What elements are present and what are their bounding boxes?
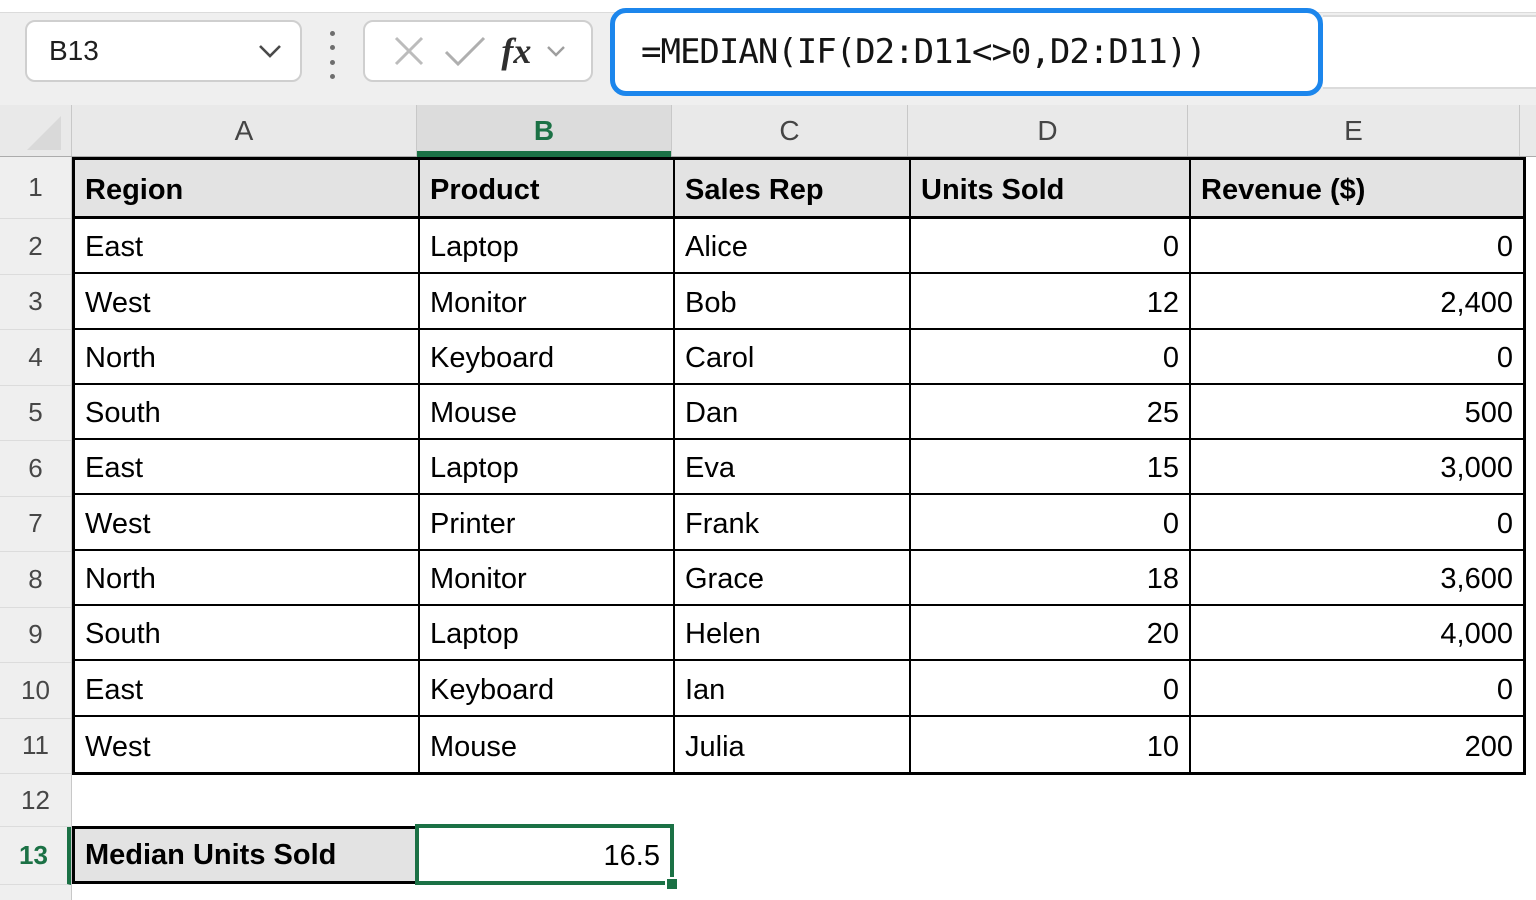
check-icon[interactable] (443, 34, 487, 68)
formula-action-group: fx (363, 20, 593, 82)
column-header-f-sliver[interactable] (1520, 105, 1536, 156)
cell-a7[interactable]: West (75, 495, 420, 551)
column-header-e[interactable]: E (1188, 105, 1520, 156)
column-header-d[interactable]: D (908, 105, 1188, 156)
row-header-5[interactable]: 5 (0, 386, 71, 441)
table-header-row: Region Product Sales Rep Units Sold Reve… (72, 157, 1526, 219)
cell-b4[interactable]: Keyboard (420, 329, 675, 385)
cell-a3[interactable]: West (75, 274, 420, 330)
cell-a6[interactable]: East (75, 440, 420, 496)
cell-b3[interactable]: Monitor (420, 274, 675, 330)
insert-function-button[interactable]: fx (501, 31, 532, 71)
header-cell-region[interactable]: Region (75, 160, 420, 216)
cell-d10[interactable]: 0 (911, 661, 1191, 717)
cell-b5[interactable]: Mouse (420, 384, 675, 441)
cell-e10[interactable]: 0 (1191, 661, 1523, 717)
cell-b2[interactable]: Laptop (420, 219, 675, 275)
cell-d11[interactable]: 10 (911, 716, 1191, 772)
header-cell-revenue[interactable]: Revenue ($) (1201, 174, 1366, 206)
cell-c5[interactable]: Dan (675, 384, 911, 441)
cell-a9[interactable]: South (75, 606, 420, 662)
fill-handle[interactable] (665, 877, 679, 891)
cell-b7[interactable]: Printer (420, 495, 675, 551)
cell-b10[interactable]: Keyboard (420, 661, 675, 717)
cell-b8[interactable]: Monitor (420, 550, 675, 607)
select-all-triangle-icon (27, 116, 61, 150)
cell-a8[interactable]: North (75, 550, 420, 607)
row-header-7[interactable]: 7 (0, 497, 71, 552)
column-header-c[interactable]: C (672, 105, 908, 156)
cell-e6[interactable]: 3,000 (1191, 440, 1523, 496)
formula-toolbar: B13 fx =MEDIAN(IF(D2:D11<>0,D2:D11)) (0, 0, 1536, 105)
row-header-1[interactable]: 1 (0, 157, 71, 219)
row-header-8[interactable]: 8 (0, 552, 71, 608)
cell-a4[interactable]: North (75, 329, 420, 385)
cell-c6[interactable]: Eva (675, 440, 911, 496)
cell-c3[interactable]: Bob (675, 274, 911, 330)
cell-e7[interactable]: 0 (1191, 495, 1523, 551)
cell-d7[interactable]: 0 (911, 495, 1191, 551)
cell-b11[interactable]: Mouse (420, 716, 675, 772)
row-header-13[interactable]: 13 (0, 827, 71, 885)
row-header-4[interactable]: 4 (0, 330, 71, 386)
header-cell-units-sold[interactable]: Units Sold (911, 160, 1191, 216)
cell-e2[interactable]: 0 (1191, 219, 1523, 275)
cell-a2[interactable]: East (75, 219, 420, 275)
formula-bar-extension[interactable] (1323, 15, 1536, 89)
formula-text: =MEDIAN(IF(D2:D11<>0,D2:D11)) (641, 32, 1207, 72)
cell-d9[interactable]: 20 (911, 606, 1191, 662)
row-header-10[interactable]: 10 (0, 663, 71, 719)
row-header-gutter: 1 2 3 4 5 6 7 8 9 10 11 12 13 (0, 157, 72, 900)
formula-input[interactable]: =MEDIAN(IF(D2:D11<>0,D2:D11)) (610, 8, 1323, 96)
cell-e3[interactable]: 2,400 (1191, 274, 1523, 330)
cell-c2[interactable]: Alice (675, 219, 911, 275)
cell-a5[interactable]: South (75, 384, 420, 441)
cell-a11[interactable]: West (75, 716, 420, 772)
column-header-b[interactable]: B (417, 105, 672, 157)
cell-d6[interactable]: 15 (911, 440, 1191, 496)
cell-d5[interactable]: 25 (911, 384, 1191, 441)
cell-a10[interactable]: East (75, 661, 420, 717)
cell-c11[interactable]: Julia (675, 716, 911, 772)
cell-d4[interactable]: 0 (911, 329, 1191, 385)
row-header-12[interactable]: 12 (0, 774, 71, 827)
cell-b6[interactable]: Laptop (420, 440, 675, 496)
cell-d2[interactable]: 0 (911, 219, 1191, 275)
row-header-6[interactable]: 6 (0, 441, 71, 497)
column-header-a[interactable]: A (72, 105, 417, 156)
cell-e4[interactable]: 0 (1191, 330, 1523, 385)
row-header-11[interactable]: 11 (0, 719, 71, 774)
selected-cell-b13[interactable]: 16.5 (415, 824, 674, 885)
cell-c8[interactable]: Grace (675, 550, 911, 607)
row-header-9[interactable]: 9 (0, 608, 71, 663)
cell-d3[interactable]: 12 (911, 274, 1191, 330)
cell-c10[interactable]: Ian (675, 661, 911, 717)
name-box-value: B13 (49, 35, 99, 66)
cell-e8[interactable]: 3,600 (1191, 551, 1523, 607)
cell-b9[interactable]: Laptop (420, 606, 675, 662)
chevron-down-icon (259, 45, 281, 58)
cancel-x-icon[interactable] (390, 32, 428, 70)
cell-c9[interactable]: Helen (675, 606, 911, 662)
row-header-filler (0, 885, 71, 900)
cell-e5[interactable]: 500 (1191, 385, 1523, 441)
cell-c4[interactable]: Carol (675, 329, 911, 385)
select-all-corner[interactable] (0, 105, 72, 156)
name-box[interactable]: B13 (25, 20, 302, 82)
cell-c7[interactable]: Frank (675, 495, 911, 551)
header-cell-sales-rep[interactable]: Sales Rep (675, 160, 911, 216)
row-header-3[interactable]: 3 (0, 275, 71, 330)
row-header-2[interactable]: 2 (0, 219, 71, 275)
cell-e9[interactable]: 4,000 (1191, 606, 1523, 662)
formula-bar-resize-handle[interactable] (328, 31, 336, 79)
cell-a13-label[interactable]: Median Units Sold (72, 826, 419, 884)
header-cell-product[interactable]: Product (420, 160, 675, 216)
chevron-down-icon[interactable] (546, 45, 566, 57)
table-body: East Laptop Alice 0 0 West Monitor Bob 12 2,400 No… (72, 219, 1526, 775)
cell-d8[interactable]: 18 (911, 550, 1191, 607)
cell-e11[interactable]: 200 (1464, 730, 1513, 763)
column-header-row: A B C D E (0, 105, 1536, 157)
